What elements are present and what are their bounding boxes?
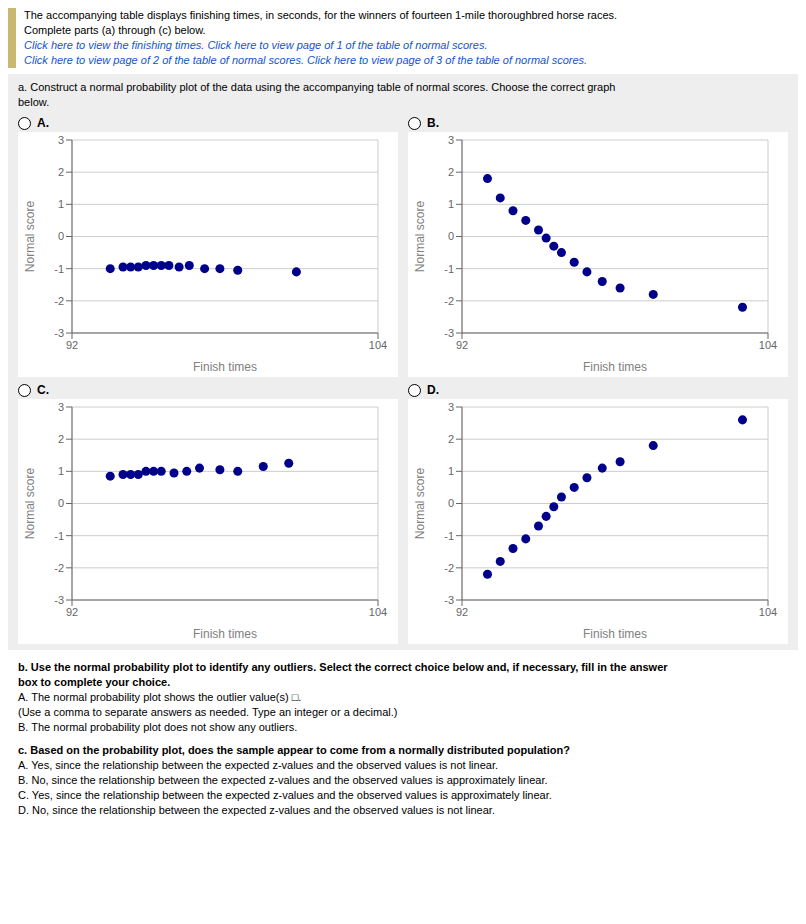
svg-text:-2: -2 (54, 295, 64, 307)
svg-text:2: 2 (58, 433, 64, 445)
svg-text:-1: -1 (444, 530, 454, 542)
svg-text:104: 104 (369, 339, 387, 351)
svg-text:104: 104 (759, 339, 777, 351)
svg-text:0: 0 (58, 497, 64, 509)
svg-text:92: 92 (66, 606, 78, 618)
svg-text:Normal score: Normal score (23, 468, 37, 540)
svg-text:Finish times: Finish times (583, 360, 647, 374)
html-text:A.: A. (37, 116, 49, 130)
svg-text:1: 1 (58, 465, 64, 477)
svg-text:3: 3 (58, 134, 64, 146)
svg-text:Normal score: Normal score (413, 201, 427, 273)
svg-text:1: 1 (58, 198, 64, 210)
html-text:a. Construct a normal probabil: a. Construct a normal probability plot o… (18, 81, 616, 93)
svg-text:-1: -1 (54, 530, 64, 542)
svg-text:2: 2 (58, 166, 64, 178)
html-text:The accompanying table display: The accompanying table displays finishin… (24, 9, 618, 21)
html-text:B.: B. (427, 116, 439, 130)
html-text:(Use a comma to separate answe: (Use a comma to separate answers as need… (18, 706, 398, 718)
svg-text:Normal score: Normal score (23, 201, 37, 273)
html-text:B. The normal probability plot: B. The normal probability plot does not … (18, 721, 298, 733)
svg-text:2: 2 (448, 166, 454, 178)
svg-text:Normal score: Normal score (413, 468, 427, 540)
html-text:Click here to view the finishi: Click here to view the finishing times. … (24, 39, 488, 51)
html-text:c. Based on the probability pl: c. Based on the probability plot, does t… (18, 744, 570, 756)
svg-text:Finish times: Finish times (193, 360, 257, 374)
svg-text:92: 92 (456, 339, 468, 351)
svg-text:104: 104 (369, 606, 387, 618)
html-text:C.: C. (37, 383, 49, 397)
html-text:B. No, since the relationship: B. No, since the relationship between th… (18, 774, 548, 786)
svg-text:-3: -3 (54, 327, 64, 339)
svg-text:1: 1 (448, 198, 454, 210)
html-text:C. Yes, since the relationship: C. Yes, since the relationship between t… (18, 789, 552, 801)
svg-text:3: 3 (448, 134, 454, 146)
svg-text:1: 1 (448, 465, 454, 477)
svg-text:92: 92 (66, 339, 78, 351)
svg-text:-2: -2 (444, 562, 454, 574)
svg-text:2: 2 (448, 433, 454, 445)
html-text:D.: D. (427, 383, 439, 397)
svg-text:-2: -2 (444, 295, 454, 307)
svg-text:92: 92 (456, 606, 468, 618)
svg-text:-1: -1 (54, 263, 64, 275)
html-text:D. No, since the relationship: D. No, since the relationship between th… (18, 804, 495, 816)
html-text:Complete parts (a) through (c): Complete parts (a) through (c) below. (24, 24, 206, 36)
html-text:below.: below. (18, 96, 50, 108)
svg-text:-3: -3 (444, 327, 454, 339)
html-text:b. Use the normal probability: b. Use the normal probability plot to id… (18, 661, 668, 673)
svg-text:-3: -3 (54, 594, 64, 606)
svg-text:3: 3 (448, 401, 454, 413)
svg-text:3: 3 (58, 401, 64, 413)
html-text:box to complete your choice.: box to complete your choice. (18, 676, 171, 688)
svg-text:0: 0 (448, 497, 454, 509)
svg-text:0: 0 (448, 230, 454, 242)
svg-text:-2: -2 (54, 562, 64, 574)
html-text:A. Yes, since the relationship: A. Yes, since the relationship between t… (18, 759, 498, 771)
svg-text:-1: -1 (444, 263, 454, 275)
html-text:Click here to view page of 2 o: Click here to view page of 2 of the tabl… (24, 54, 588, 66)
svg-text:Finish times: Finish times (583, 627, 647, 641)
svg-text:104: 104 (759, 606, 777, 618)
svg-text:0: 0 (58, 230, 64, 242)
svg-text:Finish times: Finish times (193, 627, 257, 641)
html-text:A. The normal probability plot: A. The normal probability plot shows the… (18, 691, 302, 703)
svg-text:-3: -3 (444, 594, 454, 606)
